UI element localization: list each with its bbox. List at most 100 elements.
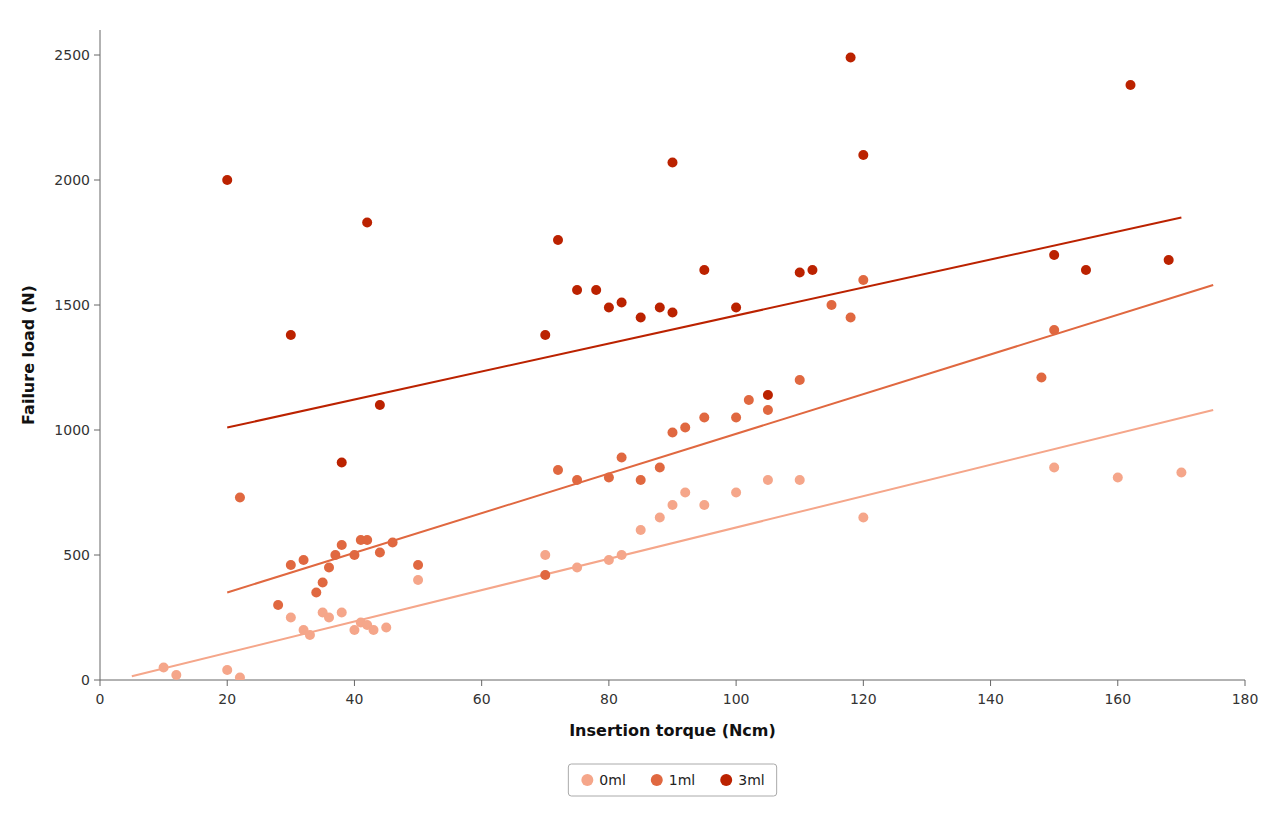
point: [286, 330, 296, 340]
point: [636, 525, 646, 535]
point: [388, 538, 398, 548]
legend-item: 3ml: [720, 772, 764, 788]
point: [731, 413, 741, 423]
point: [731, 488, 741, 498]
x-tick-label: 40: [346, 691, 364, 707]
legend-label: 3ml: [738, 772, 764, 788]
point: [604, 473, 614, 483]
point: [591, 285, 601, 295]
x-tick-label: 100: [723, 691, 750, 707]
point: [680, 423, 690, 433]
points: [159, 53, 1187, 681]
point: [636, 313, 646, 323]
point: [540, 570, 550, 580]
point: [617, 298, 627, 308]
point: [1113, 473, 1123, 483]
x-tick: [354, 680, 355, 686]
point: [572, 285, 582, 295]
point: [572, 563, 582, 573]
y-tick-label: 500: [63, 547, 90, 563]
regression-line: [132, 410, 1213, 676]
point: [305, 630, 315, 640]
x-axis: [100, 680, 1245, 681]
point: [171, 670, 181, 680]
legend: 0ml1ml3ml: [568, 764, 776, 796]
legend-marker: [581, 774, 593, 786]
point: [381, 623, 391, 633]
point: [636, 475, 646, 485]
regression-line: [227, 218, 1181, 428]
point: [655, 513, 665, 523]
x-tick-label: 60: [473, 691, 491, 707]
x-tick: [990, 680, 991, 686]
point: [668, 500, 678, 510]
point: [699, 265, 709, 275]
legend-label: 0ml: [599, 772, 625, 788]
point: [807, 265, 817, 275]
point: [827, 300, 837, 310]
y-tick-label: 1000: [54, 422, 90, 438]
point: [604, 303, 614, 313]
point: [858, 275, 868, 285]
point: [273, 600, 283, 610]
point: [362, 535, 372, 545]
y-tick: [94, 555, 100, 556]
chart: 0204060801001201401601800500100015002000…: [0, 0, 1280, 828]
point: [858, 513, 868, 523]
point: [318, 578, 328, 588]
x-tick: [608, 680, 609, 686]
y-axis-label: Failure load (N): [19, 285, 38, 425]
point: [235, 673, 245, 681]
x-tick: [100, 680, 101, 686]
point: [617, 550, 627, 560]
y-tick-label: 1500: [54, 297, 90, 313]
x-tick-label: 0: [96, 691, 105, 707]
point: [731, 303, 741, 313]
point: [668, 308, 678, 318]
legend-marker: [651, 774, 663, 786]
point: [362, 218, 372, 228]
x-tick: [481, 680, 482, 686]
point: [159, 663, 169, 673]
x-tick-label: 20: [218, 691, 236, 707]
point: [330, 550, 340, 560]
x-tick-label: 140: [977, 691, 1004, 707]
point: [1176, 468, 1186, 478]
point: [699, 500, 709, 510]
point: [655, 463, 665, 473]
point: [668, 158, 678, 168]
x-tick-label: 120: [850, 691, 877, 707]
point: [1164, 255, 1174, 265]
point: [744, 395, 754, 405]
legend-item: 0ml: [581, 772, 625, 788]
point: [572, 475, 582, 485]
point: [1081, 265, 1091, 275]
point: [337, 458, 347, 468]
y-tick-label: 0: [81, 672, 90, 688]
point: [286, 613, 296, 623]
x-tick-label: 160: [1104, 691, 1131, 707]
point: [1049, 250, 1059, 260]
y-tick: [94, 680, 100, 681]
point: [337, 540, 347, 550]
point: [858, 150, 868, 160]
plot-area: [132, 53, 1213, 681]
y-axis: [100, 30, 101, 680]
point: [349, 550, 359, 560]
point: [655, 303, 665, 313]
point: [1036, 373, 1046, 383]
point: [324, 563, 334, 573]
point: [604, 555, 614, 565]
x-tick: [1117, 680, 1118, 686]
point: [668, 428, 678, 438]
y-tick: [94, 430, 100, 431]
x-tick: [227, 680, 228, 686]
regression-line: [227, 285, 1213, 593]
point: [299, 555, 309, 565]
point: [699, 413, 709, 423]
point: [324, 613, 334, 623]
point: [235, 493, 245, 503]
point: [540, 330, 550, 340]
point: [413, 575, 423, 585]
point: [1049, 463, 1059, 473]
